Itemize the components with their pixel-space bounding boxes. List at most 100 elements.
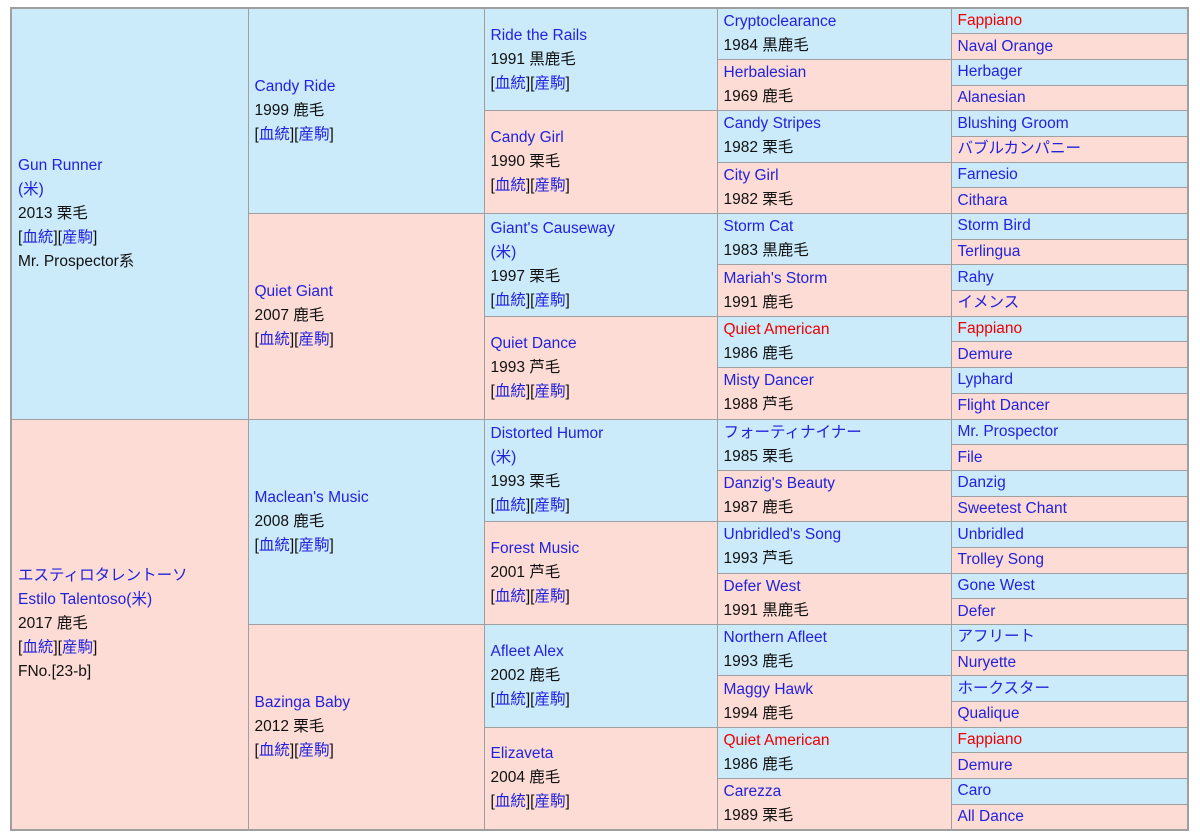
- horse-name-link[interactable]: Blushing Groom: [957, 114, 1069, 132]
- horse-name-link[interactable]: (米): [490, 449, 517, 467]
- horse-name-link[interactable]: Defer West: [723, 577, 801, 595]
- horse-name-link[interactable]: Danzig: [957, 474, 1006, 492]
- horse-name-link[interactable]: Cryptoclearance: [723, 12, 837, 30]
- horse-name-link[interactable]: Cithara: [957, 191, 1008, 209]
- horse-name-link[interactable]: Giant's Causeway: [490, 219, 615, 237]
- horse-name-link[interactable]: (米): [18, 180, 44, 198]
- horse-name-link[interactable]: Candy Girl: [490, 129, 564, 147]
- horse-name-link[interactable]: Alanesian: [957, 88, 1026, 106]
- horse-name-link[interactable]: Demure: [957, 345, 1013, 363]
- horse-name-link[interactable]: Ride the Rails: [490, 26, 588, 44]
- horse-name-link[interactable]: Candy Stripes: [723, 115, 821, 133]
- horse-name-link[interactable]: Elizaveta: [490, 745, 554, 763]
- pedigree-link[interactable]: 血統: [494, 588, 526, 606]
- pedigree-link[interactable]: 血統: [494, 74, 526, 92]
- horse-name-link[interactable]: ホークスター: [957, 679, 1051, 697]
- horse-name-link[interactable]: エスティロタレントーソ: [18, 567, 188, 585]
- horse-name-link[interactable]: Quiet Dance: [490, 334, 577, 352]
- pedigree-link[interactable]: 血統: [258, 331, 290, 349]
- pedigree-row-27: Maggy Hawk 1994 鹿毛 ホークスター: [11, 675, 1189, 728]
- pedigree-link[interactable]: 血統: [494, 497, 526, 515]
- horse-name-link[interactable]: Northern Afleet: [723, 629, 827, 647]
- horse-name-link-inbred[interactable]: Fappiano: [957, 320, 1023, 338]
- horse-name-link[interactable]: Farnesio: [957, 165, 1018, 183]
- offspring-link[interactable]: 産駒: [534, 588, 566, 606]
- horse-name-link[interactable]: Caro: [957, 782, 992, 800]
- horse-name-link[interactable]: (米): [490, 243, 517, 261]
- offspring-link[interactable]: 産駒: [298, 742, 330, 759]
- horse-name-link[interactable]: Qualique: [957, 705, 1020, 723]
- horse-name-link[interactable]: Candy Ride: [254, 78, 336, 95]
- horse-name-line: Demure: [958, 754, 1186, 778]
- horse-name-link[interactable]: Naval Orange: [957, 37, 1054, 55]
- bracket-text: ]: [329, 331, 334, 349]
- horse-name-link[interactable]: File: [957, 448, 983, 466]
- horse-name-link[interactable]: Danzig's Beauty: [723, 475, 836, 493]
- horse-name-link-inbred[interactable]: Fappiano: [957, 12, 1023, 30]
- pedigree-link[interactable]: 血統: [258, 126, 290, 143]
- horse-cell-gen4-14: Maggy Hawk 1994 鹿毛: [716, 675, 952, 728]
- horse-name-link[interactable]: Unbridled's Song: [723, 526, 842, 544]
- horse-name-link[interactable]: Mr. Prospector: [957, 422, 1059, 440]
- offspring-link[interactable]: 産駒: [534, 690, 566, 708]
- pedigree-offspring-links-row: [血統][産駒]: [491, 494, 715, 518]
- horse-name-link[interactable]: Bazinga Baby: [254, 694, 351, 711]
- horse-name-link[interactable]: Unbridled: [957, 525, 1024, 543]
- horse-name-link-inbred[interactable]: Fappiano: [957, 731, 1023, 749]
- horse-name-link[interactable]: Storm Bird: [957, 217, 1031, 235]
- pedigree-link[interactable]: 血統: [494, 382, 526, 400]
- horse-name-link[interactable]: Carezza: [723, 783, 782, 801]
- horse-name-link-inbred[interactable]: Quiet American: [723, 731, 830, 749]
- horse-name-link[interactable]: Quiet Giant: [254, 283, 333, 301]
- horse-name-link-inbred[interactable]: Quiet American: [723, 320, 830, 338]
- horse-name-link[interactable]: Defer: [957, 602, 996, 620]
- pedigree-link[interactable]: 血統: [258, 536, 290, 554]
- horse-name-link[interactable]: Nuryette: [957, 654, 1017, 672]
- offspring-link[interactable]: 産駒: [534, 291, 566, 309]
- horse-name-link[interactable]: Terlingua: [957, 243, 1021, 261]
- horse-name-link[interactable]: Herbager: [957, 63, 1023, 81]
- horse-name-link[interactable]: All Dance: [957, 807, 1024, 825]
- offspring-link[interactable]: 産駒: [298, 331, 330, 349]
- horse-name-link[interactable]: アフリート: [957, 628, 1036, 646]
- offspring-link[interactable]: 産駒: [534, 74, 566, 92]
- horse-info-line: 1983 黒鹿毛: [724, 239, 949, 263]
- horse-name-link[interactable]: Forest Music: [490, 540, 580, 558]
- pedigree-link[interactable]: 血統: [494, 793, 526, 811]
- pedigree-link[interactable]: 血統: [258, 742, 290, 759]
- horse-name-link[interactable]: Herbalesian: [723, 64, 807, 82]
- horse-name-link[interactable]: Gone West: [957, 576, 1035, 594]
- horse-name-link[interactable]: Demure: [957, 756, 1013, 774]
- horse-name-link[interactable]: イメンス: [957, 294, 1020, 312]
- offspring-link[interactable]: 産駒: [534, 177, 566, 195]
- horse-name-link[interactable]: Distorted Humor: [490, 425, 604, 443]
- pedigree-link[interactable]: 血統: [22, 228, 54, 246]
- pedigree-link[interactable]: 血統: [22, 639, 54, 657]
- pedigree-link[interactable]: 血統: [494, 690, 526, 708]
- horse-name-link[interactable]: Mariah's Storm: [723, 269, 828, 287]
- offspring-link[interactable]: 産駒: [534, 382, 566, 400]
- horse-name-link[interactable]: バブルカンパニー: [957, 140, 1082, 158]
- horse-name-link[interactable]: Misty Dancer: [723, 372, 814, 390]
- horse-name-link[interactable]: Gun Runner: [18, 156, 103, 174]
- horse-name-link[interactable]: Sweetest Chant: [957, 499, 1067, 517]
- horse-name-link[interactable]: City Girl: [723, 166, 779, 184]
- offspring-link[interactable]: 産駒: [298, 126, 330, 143]
- horse-name-link[interactable]: Estilo Talentoso(米): [18, 591, 153, 609]
- pedigree-link[interactable]: 血統: [494, 177, 526, 195]
- horse-name-link[interactable]: Maggy Hawk: [723, 680, 814, 698]
- horse-name-link[interactable]: Lyphard: [957, 371, 1013, 389]
- offspring-link[interactable]: 産駒: [534, 497, 566, 515]
- pedigree-link[interactable]: 血統: [494, 291, 526, 309]
- horse-name-link[interactable]: Flight Dancer: [957, 397, 1050, 415]
- offspring-link[interactable]: 産駒: [61, 639, 93, 657]
- offspring-link[interactable]: 産駒: [61, 228, 93, 246]
- horse-name-link[interactable]: Storm Cat: [723, 218, 794, 236]
- horse-name-link[interactable]: フォーティナイナー: [723, 423, 862, 441]
- offspring-link[interactable]: 産駒: [298, 536, 330, 554]
- horse-name-link[interactable]: Trolley Song: [957, 551, 1044, 569]
- horse-name-link[interactable]: Maclean's Music: [254, 488, 369, 506]
- offspring-link[interactable]: 産駒: [534, 793, 566, 811]
- horse-name-link[interactable]: Afleet Alex: [490, 642, 564, 660]
- horse-name-link[interactable]: Rahy: [957, 268, 994, 286]
